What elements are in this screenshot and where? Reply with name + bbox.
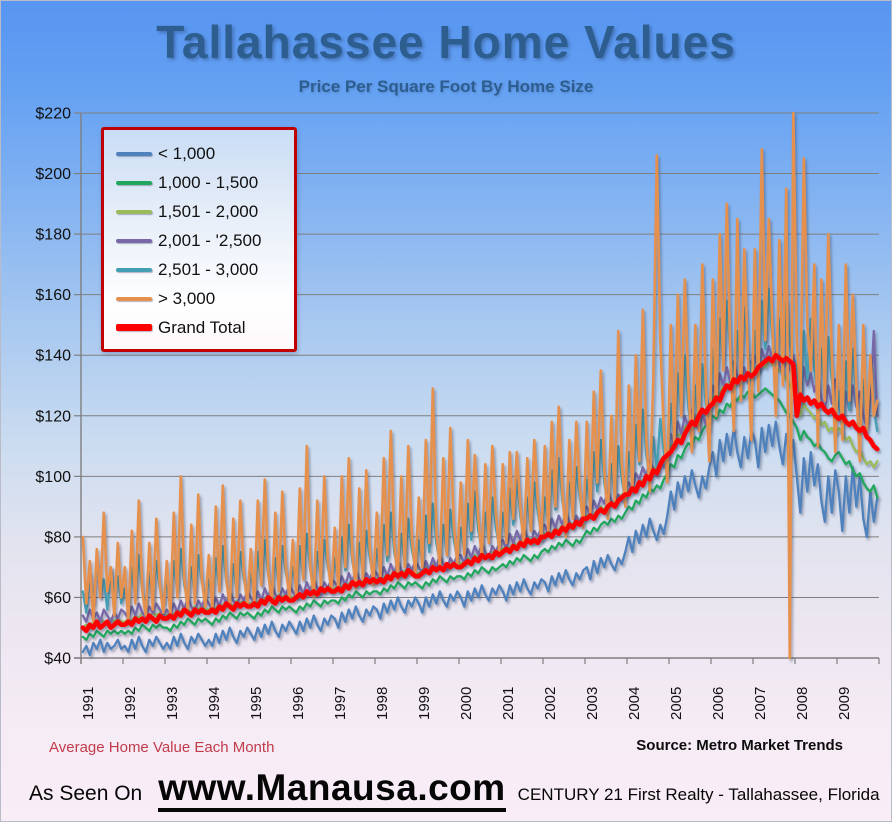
legend-item: 1,501 - 2,000 xyxy=(116,197,284,226)
legend-item: 2,501 - 3,000 xyxy=(116,255,284,284)
svg-text:1994: 1994 xyxy=(206,687,223,720)
svg-text:2003: 2003 xyxy=(584,687,601,720)
legend-label: 1,000 - 1,500 xyxy=(158,172,259,192)
legend-item: 1,000 - 1,500 xyxy=(116,168,284,197)
legend-label: 2,501 - 3,000 xyxy=(158,259,259,279)
legend-label: Grand Total xyxy=(158,317,246,337)
svg-text:1991: 1991 xyxy=(80,687,97,720)
series-lines xyxy=(80,111,880,660)
svg-text:2009: 2009 xyxy=(836,687,853,720)
svg-text:1995: 1995 xyxy=(248,687,265,720)
x-axis-labels: 1991 1992 1993 1994 1995 1996 1997 1998 1999 2000… xyxy=(80,658,880,720)
svg-text:$220: $220 xyxy=(35,106,71,123)
legend-label: 1,501 - 2,000 xyxy=(158,201,259,221)
svg-text:1997: 1997 xyxy=(332,687,349,720)
svg-text:$40: $40 xyxy=(44,651,71,668)
svg-text:$120: $120 xyxy=(35,408,71,425)
series-line-3-000 xyxy=(81,111,879,660)
svg-text:$80: $80 xyxy=(44,529,71,546)
svg-text:2008: 2008 xyxy=(794,687,811,720)
legend-item: > 3,000 xyxy=(116,284,284,313)
legend-item: Grand Total xyxy=(116,313,284,342)
series-line-grand-total xyxy=(80,352,880,634)
legend-label: 2,001 - '2,500 xyxy=(158,230,262,250)
svg-text:1998: 1998 xyxy=(374,687,391,720)
svg-text:1996: 1996 xyxy=(290,687,307,720)
svg-text:2004: 2004 xyxy=(626,687,643,720)
svg-text:1999: 1999 xyxy=(416,687,433,720)
series-line-1-000 xyxy=(81,420,879,657)
svg-text:2000: 2000 xyxy=(458,687,475,720)
brokerage-label: CENTURY 21 First Realty - Tallahassee, F… xyxy=(517,785,880,804)
legend-swatch-icon xyxy=(116,296,152,301)
svg-text:$160: $160 xyxy=(35,287,71,304)
svg-text:1992: 1992 xyxy=(122,687,139,720)
series-line-1-000-1-500 xyxy=(81,387,879,641)
legend-swatch-icon xyxy=(116,151,152,156)
page-title: Tallahassee Home Values xyxy=(156,16,736,68)
footer-branding: As Seen On www.Manausa.com CENTURY 21 Fi… xyxy=(29,768,885,812)
svg-text:2005: 2005 xyxy=(668,687,685,720)
legend-swatch-icon xyxy=(116,209,152,214)
legend-swatch-icon xyxy=(116,180,152,185)
legend-swatch-icon xyxy=(116,324,152,331)
legend-swatch-icon xyxy=(116,238,152,243)
chart-subtitle: Price Per Square Foot By Home Size xyxy=(298,77,594,96)
svg-text:$140: $140 xyxy=(35,348,71,365)
source-label: Source: Metro Market Trends xyxy=(636,737,843,754)
svg-text:$200: $200 xyxy=(35,166,71,183)
svg-text:2006: 2006 xyxy=(710,687,727,720)
legend-label: < 1,000 xyxy=(158,143,216,163)
chart-legend: < 1,000 1,000 - 1,500 1,501 - 2,000 2,001 -… xyxy=(101,127,297,352)
legend-item: 2,001 - '2,500 xyxy=(116,226,284,255)
svg-text:1993: 1993 xyxy=(164,687,181,720)
axes xyxy=(74,113,879,664)
legend-item: < 1,000 xyxy=(116,139,284,168)
legend-label: > 3,000 xyxy=(158,288,216,308)
svg-text:$60: $60 xyxy=(44,590,71,607)
as-seen-on-label: As Seen On xyxy=(29,782,143,805)
svg-text:$100: $100 xyxy=(35,469,71,486)
y-axis-labels: $40 $60 $80 $100 $120 $140 $160 $180 $200 $220 xyxy=(35,106,71,668)
svg-text:$180: $180 xyxy=(35,227,71,244)
note-average-home-value: Average Home Value Each Month xyxy=(49,739,275,756)
legend-swatch-icon xyxy=(116,267,152,272)
manausa-site-link[interactable]: www.Manausa.com xyxy=(158,768,506,812)
svg-text:2001: 2001 xyxy=(500,687,517,720)
svg-text:2007: 2007 xyxy=(752,687,769,720)
svg-text:2002: 2002 xyxy=(542,687,559,720)
